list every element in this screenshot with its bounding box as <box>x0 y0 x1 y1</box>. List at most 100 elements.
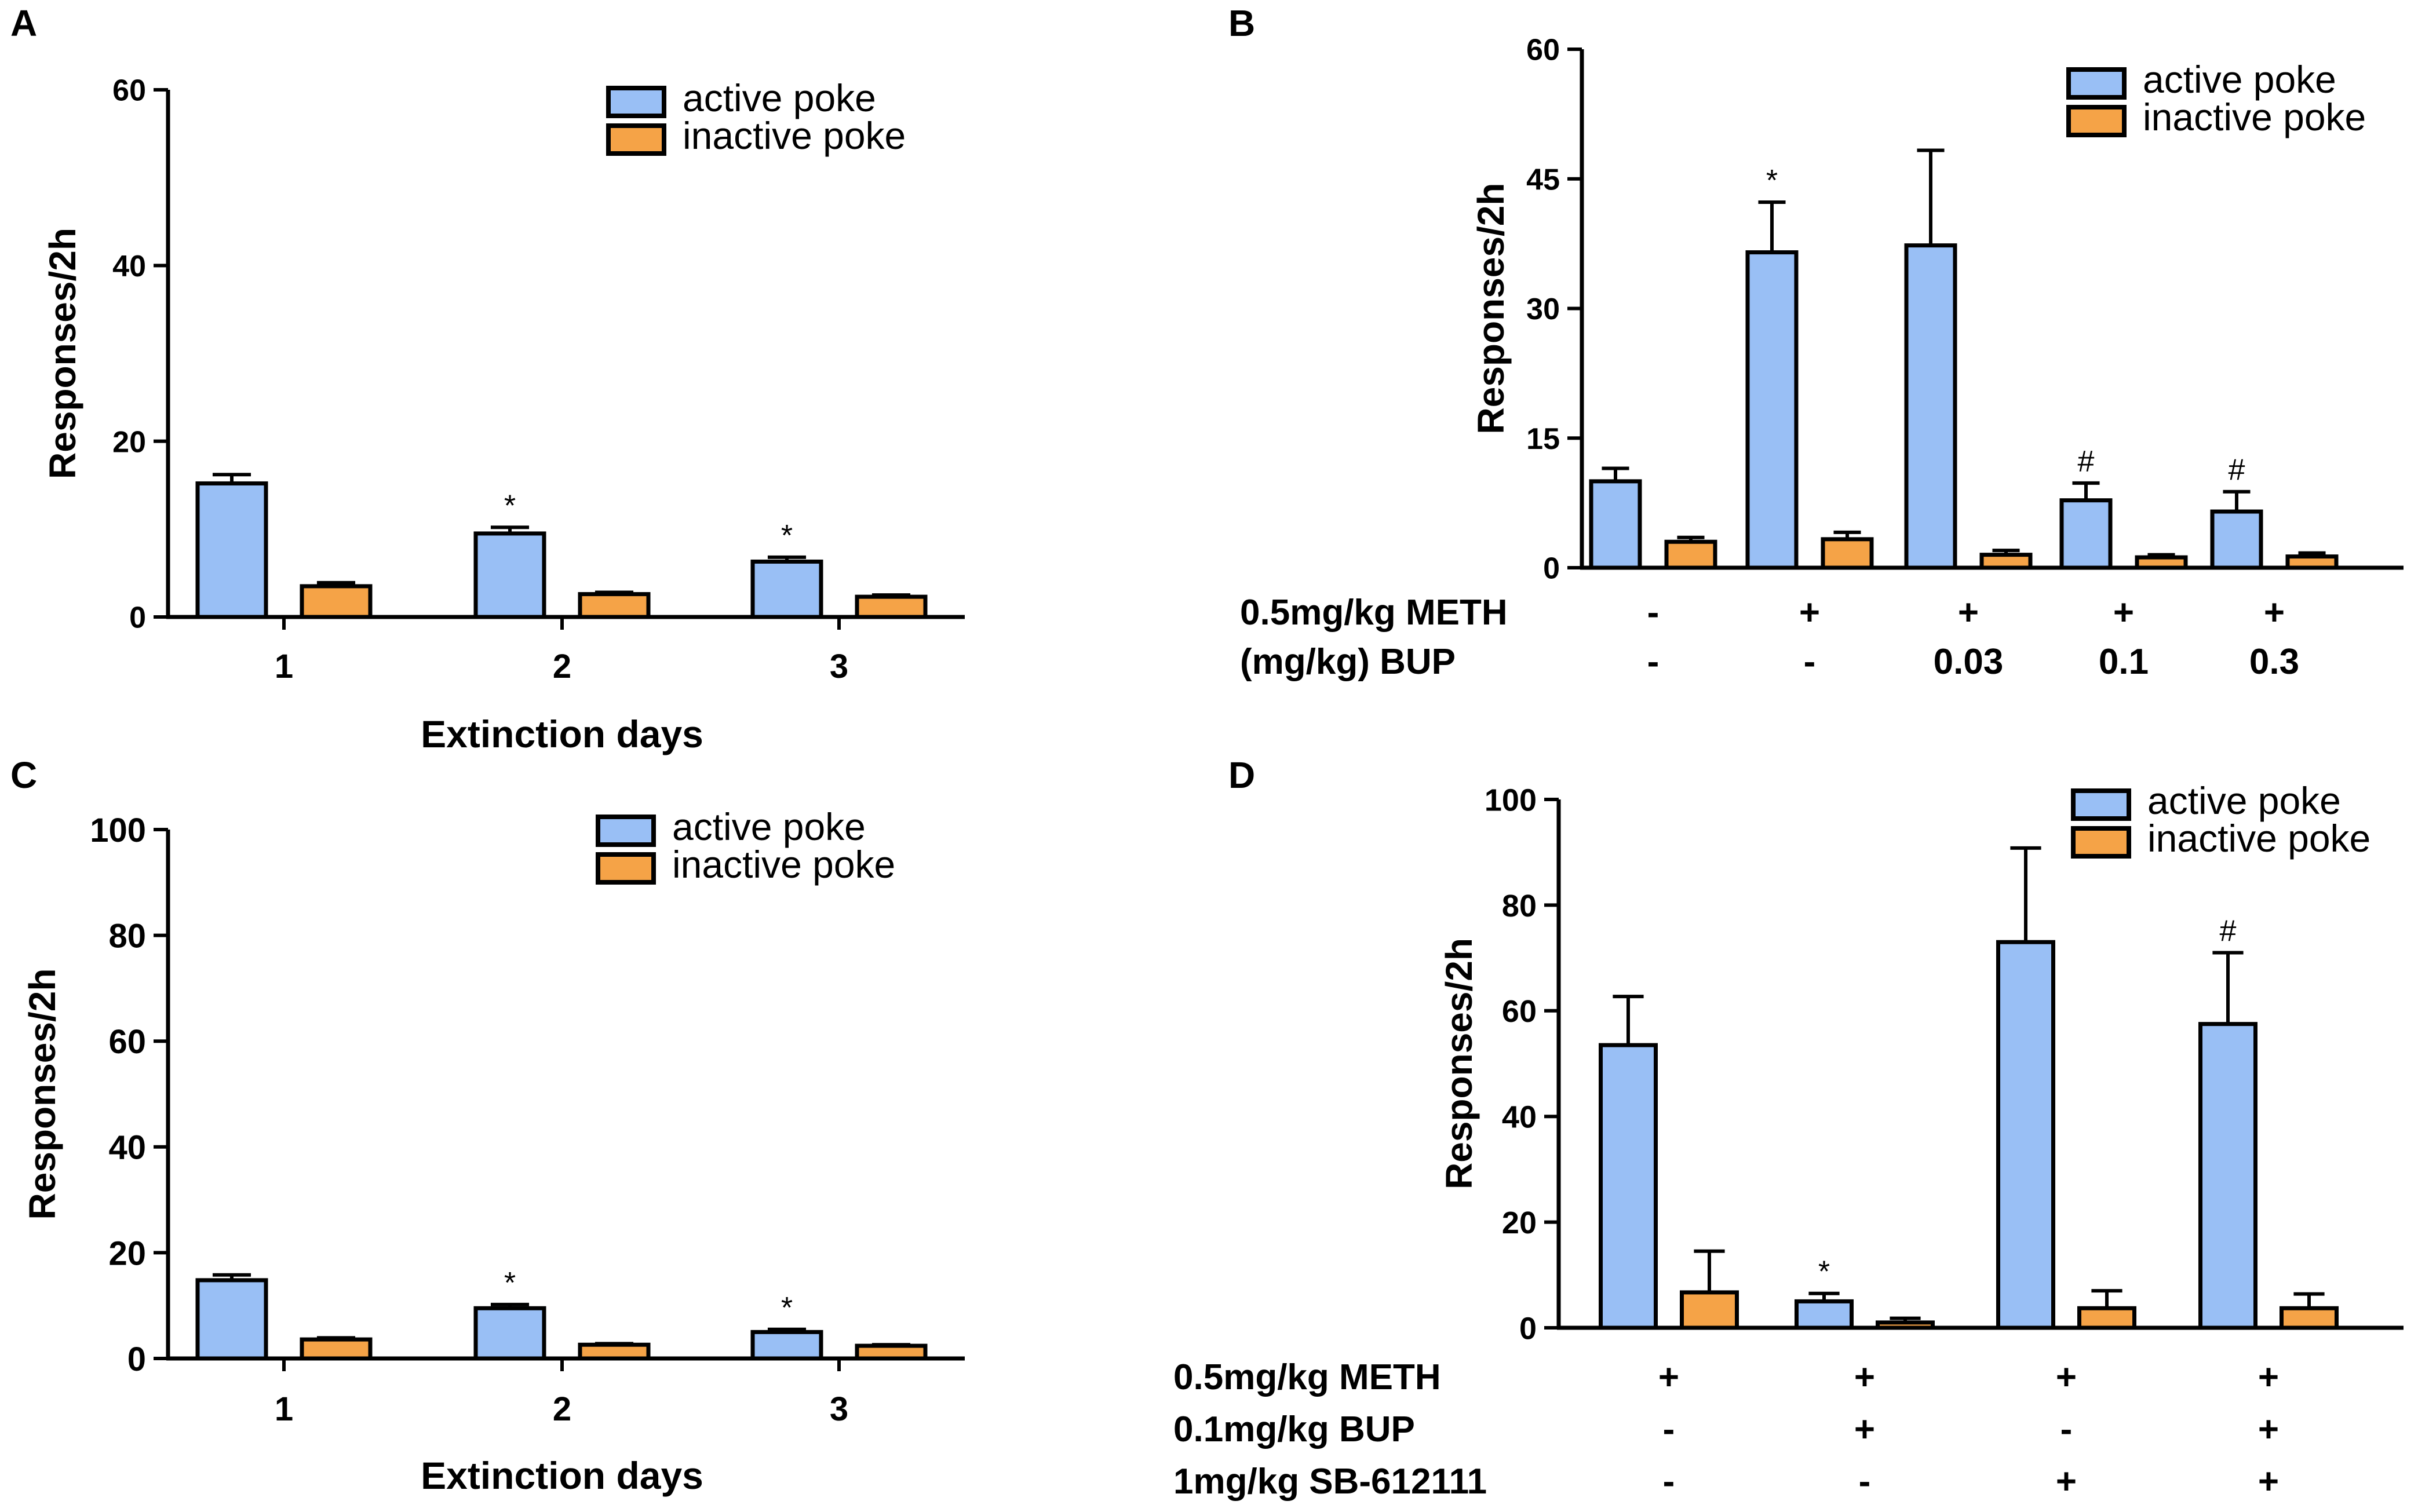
inactive-poke-bar <box>1821 537 1874 570</box>
active-poke-bar <box>2198 1022 2257 1330</box>
active-poke-bar <box>2059 498 2113 570</box>
legend-label: active poke <box>672 805 866 848</box>
active-poke-bar <box>1745 250 1799 570</box>
active-poke-bar <box>2210 509 2263 570</box>
condition-value: + <box>2264 593 2285 633</box>
y-tick-label: 40 <box>1502 1100 1537 1135</box>
x-axis-label: Extinction days <box>421 1454 703 1497</box>
significance-marker: * <box>504 1266 516 1300</box>
condition-value: 0.3 <box>2249 642 2299 682</box>
y-tick-label: 40 <box>108 1129 146 1167</box>
x-tick-label: 3 <box>830 1390 848 1428</box>
condition-value: - <box>1663 1409 1675 1449</box>
legend-label: inactive poke <box>2147 817 2370 860</box>
y-tick-label: 20 <box>1502 1206 1537 1240</box>
inactive-poke-bar <box>2280 1306 2339 1330</box>
significance-marker: * <box>781 519 793 553</box>
condition-value: + <box>2056 1357 2077 1397</box>
inactive-poke-bar <box>855 1343 928 1361</box>
y-axis-label: Responses/2h <box>42 228 83 479</box>
condition-value: 0.1 <box>2099 642 2149 682</box>
condition-value: + <box>2113 593 2134 633</box>
panel-B: B 0 15 30 45 60 Responses/2h * # #0.5mg/kg METH - +… <box>1228 2 2404 682</box>
y-tick-label: 0 <box>129 601 146 635</box>
significance-marker: # <box>2078 445 2095 479</box>
active-legend-swatch <box>606 86 666 118</box>
condition-value: - <box>1859 1462 1871 1502</box>
y-tick-label: 0 <box>127 1341 146 1378</box>
active-poke-bar <box>195 1278 268 1361</box>
condition-value: + <box>2258 1409 2279 1449</box>
condition-value: + <box>2258 1462 2279 1502</box>
panel-A: A 0 20 40 60 Responses/2h 1 2 3 * * Extinction days… <box>10 2 965 755</box>
x-tick-label: 2 <box>553 1390 571 1428</box>
active-poke-bar <box>473 1306 546 1361</box>
y-tick-label: 0 <box>1543 552 1560 586</box>
active-legend-swatch <box>596 815 656 847</box>
active-poke-bar <box>1589 479 1642 570</box>
condition-value: - <box>1663 1462 1675 1502</box>
y-tick-label: 30 <box>1526 293 1560 326</box>
significance-marker: * <box>504 489 516 523</box>
x-tick-label: 3 <box>830 648 848 685</box>
condition-value: + <box>1658 1357 1679 1397</box>
condition-value: + <box>2258 1357 2279 1397</box>
inactive-poke-bar <box>578 1342 651 1361</box>
y-axis-label: Responses/2h <box>21 969 63 1220</box>
significance-marker: * <box>1818 1255 1830 1289</box>
y-tick-label: 60 <box>1526 34 1560 67</box>
legend-label: inactive poke <box>683 114 906 157</box>
y-tick-label: 100 <box>1485 783 1537 817</box>
inactive-poke-bar <box>1680 1290 1739 1330</box>
condition-value: - <box>1804 642 1816 682</box>
legend-label: inactive poke <box>672 843 895 886</box>
panel-label: A <box>10 2 37 44</box>
active-poke-bar <box>750 1330 823 1361</box>
panel-D: D 0 20 40 60 80 100 Responses/2h * #0.5mg/kg METH… <box>1173 754 2404 1502</box>
condition-row-label: 0.5mg/kg METH <box>1173 1357 1441 1397</box>
condition-value: + <box>1958 593 1979 633</box>
x-tick-label: 1 <box>275 648 293 685</box>
legend-label: inactive poke <box>2143 96 2366 138</box>
active-poke-bar <box>1795 1299 1854 1330</box>
y-tick-label: 20 <box>112 425 146 459</box>
significance-marker: * <box>1766 164 1778 198</box>
condition-value: + <box>1854 1357 1875 1397</box>
inactive-poke-bar <box>2135 555 2188 570</box>
condition-value: - <box>2060 1409 2073 1449</box>
y-tick-label: 80 <box>1502 889 1537 923</box>
inactive-poke-bar <box>1876 1320 1935 1330</box>
y-axis-label: Responses/2h <box>1470 183 1512 434</box>
significance-marker: * <box>781 1291 793 1325</box>
panel-label: C <box>10 754 37 796</box>
active-poke-bar <box>195 481 268 619</box>
panel-C: C 0 20 40 60 80 100 Responses/2h 1 2 3 * * Extinction… <box>10 754 965 1497</box>
condition-value: - <box>1647 593 1660 633</box>
legend-label: active poke <box>683 76 876 119</box>
inactive-poke-bar <box>2285 554 2339 570</box>
y-tick-label: 100 <box>90 812 146 849</box>
x-axis-label: Extinction days <box>421 713 703 755</box>
inactive-legend-swatch <box>2071 826 2131 859</box>
inactive-poke-bar <box>300 1337 373 1361</box>
inactive-poke-bar <box>300 584 373 619</box>
x-tick-label: 1 <box>275 1390 293 1428</box>
condition-value: 0.03 <box>1934 642 2004 682</box>
y-tick-label: 80 <box>108 917 146 955</box>
inactive-poke-bar <box>578 592 651 619</box>
legend-label: active poke <box>2143 58 2336 101</box>
inactive-poke-bar <box>2077 1306 2136 1330</box>
condition-value: + <box>1799 593 1820 633</box>
significance-marker: # <box>2220 914 2237 948</box>
y-tick-label: 45 <box>1526 163 1560 196</box>
panel-label: B <box>1228 2 1255 44</box>
y-tick-label: 20 <box>108 1235 146 1272</box>
condition-row-label: 0.1mg/kg BUP <box>1173 1409 1415 1449</box>
x-tick-label: 2 <box>553 648 571 685</box>
active-poke-bar <box>473 531 546 619</box>
